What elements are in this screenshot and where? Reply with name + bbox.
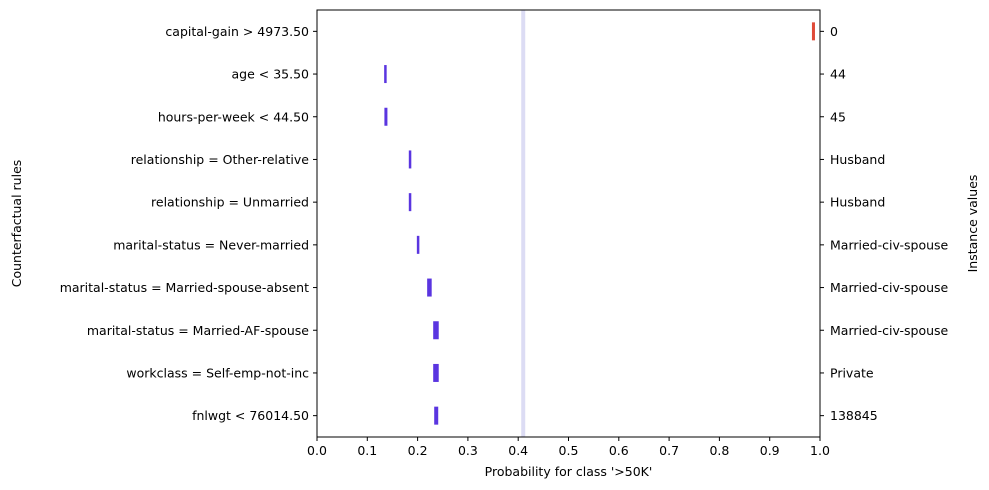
instance-value-label: Private bbox=[830, 365, 874, 380]
instance-value-label: Married-civ-spouse bbox=[830, 323, 949, 338]
y-axis-label-right: Instance values bbox=[965, 175, 980, 273]
x-tick-label: 0.3 bbox=[458, 443, 478, 458]
counterfactual-probability-bar bbox=[408, 193, 412, 212]
instance-value-label: 138845 bbox=[830, 408, 878, 423]
x-axis-label: Probability for class '>50K' bbox=[485, 464, 653, 479]
rule-label: fnlwgt < 76014.50 bbox=[192, 408, 309, 423]
counterfactual-probability-bar bbox=[434, 406, 439, 425]
rule-label: marital-status = Never-married bbox=[113, 237, 309, 252]
y-axis-left: capital-gain > 4973.50 age < 35.50 hours-p… bbox=[60, 24, 317, 423]
instance-value-label: 44 bbox=[830, 67, 846, 82]
rule-label: workclass = Self-emp-not-inc bbox=[126, 365, 309, 380]
rule-label: marital-status = Married-spouse-absent bbox=[60, 280, 309, 295]
x-tick-label: 0.6 bbox=[609, 443, 629, 458]
plot-frame bbox=[316, 9, 821, 438]
x-tick-label: 0.2 bbox=[408, 443, 428, 458]
instance-value-label: Married-civ-spouse bbox=[830, 280, 949, 295]
x-tick-label: 0.8 bbox=[709, 443, 729, 458]
rule-label: marital-status = Married-AF-spouse bbox=[87, 323, 309, 338]
counterfactual-probability-bar bbox=[408, 150, 412, 169]
rule-label: relationship = Unmarried bbox=[151, 195, 309, 210]
x-axis: 0.0 0.1 0.2 0.3 0.4 0.5 0.6 0.7 0.8 0.9 1.0 bbox=[307, 437, 830, 458]
instance-value-label: Married-civ-spouse bbox=[830, 237, 949, 252]
x-tick-label: 0.7 bbox=[659, 443, 679, 458]
x-tick-label: 0.0 bbox=[307, 443, 327, 458]
x-tick-label: 0.5 bbox=[559, 443, 579, 458]
y-axis-right: 0 44 45 Husband Husband Married-civ-spouse Mar… bbox=[820, 24, 949, 423]
counterfactual-probability-bar bbox=[384, 65, 387, 84]
counterfactual-probability-bar bbox=[433, 321, 439, 340]
instance-value-label: 45 bbox=[830, 109, 846, 124]
counterfactual-probability-bar bbox=[384, 107, 388, 126]
instance-probability-bar bbox=[811, 22, 815, 41]
instance-value-label: Husband bbox=[830, 152, 885, 167]
instance-value-label: 0 bbox=[830, 24, 838, 39]
x-tick-label: 0.4 bbox=[508, 443, 528, 458]
rule-label: relationship = Other-relative bbox=[131, 152, 310, 167]
y-axis-label-left: Counterfactual rules bbox=[9, 160, 24, 288]
counterfactual-probability-bar bbox=[427, 278, 432, 297]
interval-marks bbox=[384, 22, 815, 425]
rule-label: capital-gain > 4973.50 bbox=[165, 24, 309, 39]
counterfactual-probability-bar bbox=[416, 235, 420, 254]
x-tick-label: 1.0 bbox=[810, 443, 830, 458]
rule-label: age < 35.50 bbox=[232, 67, 310, 82]
instance-value-label: Husband bbox=[830, 195, 885, 210]
rule-label: hours-per-week < 44.50 bbox=[158, 109, 309, 124]
counterfactual-probability-bar bbox=[433, 363, 439, 382]
x-tick-label: 0.9 bbox=[760, 443, 780, 458]
x-tick-label: 0.1 bbox=[357, 443, 377, 458]
